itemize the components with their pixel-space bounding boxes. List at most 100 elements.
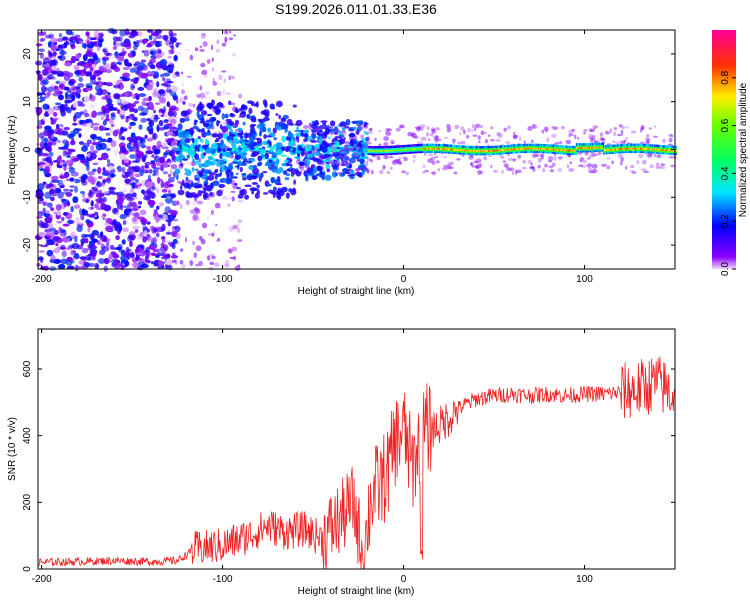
heatmap-cell bbox=[91, 110, 98, 118]
heatmap-cell bbox=[605, 131, 611, 135]
heatmap-cell bbox=[138, 205, 142, 209]
heatmap-cell bbox=[185, 199, 190, 206]
heatmap-cell bbox=[209, 192, 213, 197]
heatmap-cell bbox=[205, 120, 211, 123]
heatmap-cell bbox=[212, 81, 218, 86]
heatmap-cell bbox=[170, 254, 179, 259]
heatmap-cell bbox=[171, 131, 178, 137]
heatmap-cell bbox=[72, 100, 79, 109]
heatmap-cell bbox=[292, 104, 297, 108]
y-tick-label: 20 bbox=[22, 48, 33, 60]
heatmap-cell bbox=[479, 163, 483, 167]
heatmap-cell bbox=[389, 166, 393, 170]
heatmap-cell bbox=[206, 255, 211, 261]
heatmap-cell bbox=[68, 219, 73, 225]
heatmap-cell bbox=[80, 119, 87, 124]
heatmap-cell bbox=[226, 37, 230, 42]
heatmap-cell bbox=[90, 213, 95, 218]
heatmap-cell bbox=[234, 154, 242, 160]
heatmap-cell bbox=[86, 44, 95, 49]
snr-y-ticks: 0 200 400 600 bbox=[22, 360, 675, 572]
heatmap-cell bbox=[336, 164, 340, 169]
heatmap-cell bbox=[232, 224, 238, 230]
heatmap-cell bbox=[121, 239, 126, 245]
heatmap-cell bbox=[294, 150, 302, 154]
heatmap-cell bbox=[649, 164, 655, 169]
heatmap-cell bbox=[571, 128, 576, 132]
heatmap-cell bbox=[97, 32, 104, 37]
heatmap-cell bbox=[625, 126, 629, 129]
heatmap-cell bbox=[180, 182, 186, 186]
heatmap-cell bbox=[65, 212, 73, 220]
heatmap-cell bbox=[75, 73, 81, 77]
heatmap-cell bbox=[264, 101, 268, 108]
heatmap-cell bbox=[171, 228, 177, 232]
heatmap-cell bbox=[92, 162, 99, 166]
heatmap-cell bbox=[194, 47, 199, 52]
heatmap-cell bbox=[367, 141, 372, 145]
heatmap-cell bbox=[66, 133, 73, 138]
x-tick-label: -200 bbox=[32, 274, 52, 285]
heatmap-cell bbox=[319, 162, 326, 166]
heatmap-cell bbox=[262, 192, 269, 195]
heatmap-cell bbox=[85, 219, 91, 224]
heatmap-cell bbox=[100, 152, 109, 161]
heatmap-cell bbox=[405, 171, 410, 176]
heatmap-cell bbox=[118, 249, 126, 253]
heatmap-cell bbox=[64, 91, 69, 100]
heatmap-cell bbox=[89, 66, 94, 72]
y-tick-label: -10 bbox=[22, 190, 33, 205]
heatmap-cell bbox=[452, 141, 456, 144]
heatmap-cell bbox=[217, 132, 224, 140]
heatmap-cell bbox=[215, 137, 220, 142]
heatmap-cell bbox=[490, 126, 494, 130]
heatmap-cell bbox=[320, 132, 323, 135]
x-tick-label: -100 bbox=[213, 274, 233, 285]
heatmap-cell bbox=[234, 119, 240, 125]
heatmap-cell bbox=[233, 34, 236, 37]
heatmap-cell bbox=[319, 125, 325, 130]
heatmap-cell bbox=[216, 39, 219, 45]
heatmap-cell bbox=[271, 152, 278, 159]
heatmap-cell bbox=[179, 144, 182, 151]
heatmap-cell bbox=[330, 155, 334, 158]
heatmap-cell bbox=[640, 168, 647, 171]
heatmap-cell bbox=[353, 151, 359, 155]
heatmap-cell bbox=[249, 130, 257, 136]
heatmap-cell bbox=[374, 137, 377, 142]
heatmap-cell bbox=[78, 259, 86, 265]
heatmap-cell bbox=[674, 150, 677, 154]
heatmap-cell bbox=[63, 126, 70, 131]
heatmap-cell bbox=[103, 50, 109, 56]
heatmap-cell bbox=[158, 202, 164, 207]
heatmap-cell bbox=[126, 32, 135, 35]
heatmap-cell bbox=[237, 193, 244, 199]
heatmap-cell bbox=[202, 41, 208, 47]
heatmap-cell bbox=[203, 193, 207, 200]
heatmap-cell bbox=[181, 263, 186, 269]
heatmap-cell bbox=[65, 147, 70, 151]
heatmap-cell bbox=[263, 134, 267, 140]
heatmap-cell bbox=[275, 170, 282, 174]
heatmap-cell bbox=[276, 126, 283, 131]
heatmap-cell bbox=[443, 136, 448, 139]
heatmap-cell bbox=[358, 123, 363, 129]
heatmap-cell bbox=[568, 132, 571, 138]
heatmap-cell bbox=[544, 163, 548, 168]
heatmap-cell bbox=[100, 231, 104, 238]
heatmap-cell bbox=[113, 224, 119, 230]
heatmap-cell bbox=[52, 119, 57, 123]
heatmap-cell bbox=[48, 141, 53, 148]
y-tick-label: 600 bbox=[22, 360, 33, 377]
heatmap-cell bbox=[427, 137, 431, 142]
heatmap-cell bbox=[190, 131, 194, 137]
heatmap-cell bbox=[41, 79, 49, 86]
heatmap-cell bbox=[188, 102, 193, 108]
heatmap-cell bbox=[300, 148, 306, 152]
heatmap-cell bbox=[507, 153, 510, 157]
heatmap-cell bbox=[74, 235, 78, 243]
heatmap-cell bbox=[669, 134, 674, 138]
heatmap-cell bbox=[153, 155, 160, 163]
heatmap-cell bbox=[166, 68, 174, 73]
heatmap-cell bbox=[232, 53, 236, 57]
